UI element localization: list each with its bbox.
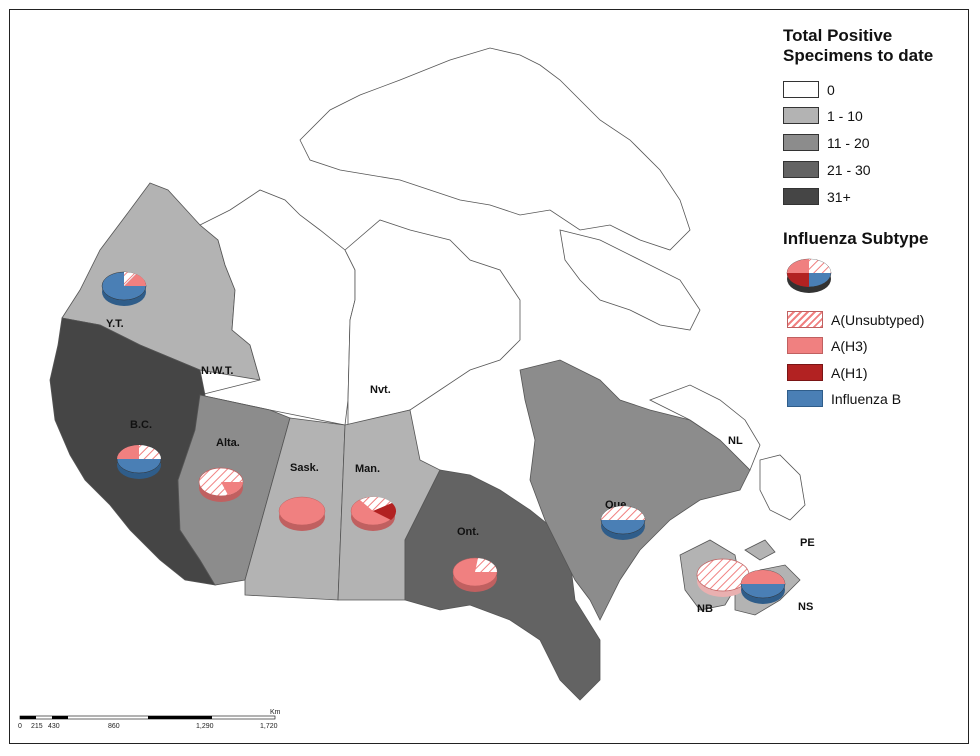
legend-subtype-1: A(H3) [787,337,868,354]
label-nb: NB [697,603,713,615]
legend-total-title: Total Positive Specimens to date [783,26,933,66]
label-sask: Sask. [290,462,319,474]
pie-nb [696,558,750,597]
scale-tick-1: 215 [31,723,43,730]
pie-que [600,505,646,540]
legend-swatch [787,337,823,354]
legend-subtype-0: A(Unsubtyped) [787,311,924,328]
legend-subtype-2: A(H1) [787,364,868,381]
legend-swatch [783,134,819,151]
legend-class-label: 31+ [827,188,851,205]
legend-total-title-line1: Total Positive [783,26,893,45]
legend-class-0: 0 [783,81,835,98]
legend-subtype-title: Influenza Subtype [783,229,929,248]
legend-class-1: 1 - 10 [783,107,863,124]
pie-charts [101,258,832,604]
region-newfoundland [759,454,806,521]
legend-total-title-line2: Specimens to date [783,46,934,65]
label-nvt: Nvt. [370,384,391,396]
legend-class-label: 1 - 10 [827,107,863,124]
pie-alta [198,467,244,502]
legend-subtype-label: A(H3) [831,337,868,354]
label-alta: Alta. [216,437,240,449]
label-nl: NL [728,435,743,447]
label-pe: PE [800,537,815,549]
region-labrador [649,384,761,471]
label-ont: Ont. [457,526,479,538]
legend-class-label: 11 - 20 [827,134,870,151]
legend-subtype-label: A(H1) [831,364,868,381]
legend-swatch-hatch [787,311,823,328]
region-nunavut [344,219,521,426]
label-yt: Y.T. [106,318,124,330]
pie-sask [278,496,326,531]
region-baffin [559,229,701,331]
label-bc: B.C. [130,419,152,431]
label-nwt: N.W.T. [201,365,233,377]
scale-tick-5: 1,720 [260,723,278,730]
legend-swatch [787,364,823,381]
region-arctic-islands [299,47,691,251]
legend-class-label: 0 [827,81,835,98]
legend-subtype-label: A(Unsubtyped) [831,311,925,328]
legend-class-3: 21 - 30 [783,161,871,178]
pie-yt [101,271,147,306]
legend-class-label: 21 - 30 [827,161,871,178]
pie-ont [452,557,498,592]
legend-subtype-label: Influenza B [831,390,902,407]
legend-sample-pie [786,258,832,293]
pie-ns [740,569,786,604]
legend-swatch [783,107,819,124]
label-man: Man. [355,463,380,475]
legend-swatch [783,188,819,205]
legend-subtype-3: Influenza B [787,390,901,407]
legend-swatch [787,390,823,407]
scale-unit: Km [270,709,281,716]
label-ns: NS [798,601,813,613]
legend-class-2: 11 - 20 [783,134,870,151]
region-quebec [519,359,751,621]
scale-tick-3: 860 [108,723,120,730]
scale-tick-0: 0 [18,723,22,730]
scale-tick-4: 1,290 [196,723,214,730]
legend-class-4: 31+ [783,188,851,205]
pie-bc [116,444,162,479]
scale-bar: 0 215 430 860 1,290 1,720 Km [18,709,281,730]
legend-swatch [783,81,819,98]
scale-tick-2: 430 [48,723,60,730]
legend-swatch [783,161,819,178]
region-pe [744,539,776,561]
pie-man [350,496,397,531]
